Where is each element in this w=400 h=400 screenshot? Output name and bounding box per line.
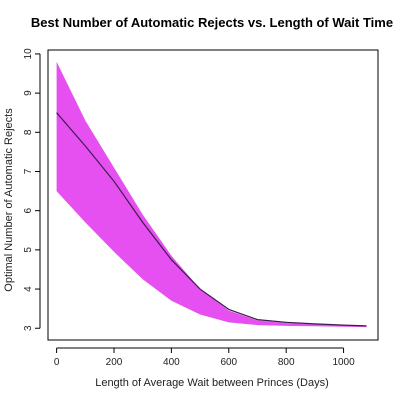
x-tick-label: 600 [220, 357, 237, 368]
y-tick-label: 7 [23, 168, 34, 174]
plot-area [56, 61, 367, 328]
y-tick-label: 6 [23, 207, 34, 213]
y-tick-label: 5 [23, 247, 34, 253]
axes: 0 200 400 600 800 1000 3 4 5 6 7 8 9 10 [23, 48, 379, 368]
chart-title: Best Number of Automatic Rejects vs. Len… [31, 15, 393, 30]
y-axis-label: Optimal Number of Automatic Rejects [3, 108, 15, 292]
x-tick-label: 400 [163, 357, 180, 368]
y-tick-label: 8 [23, 129, 34, 135]
y-tick-label: 3 [23, 325, 34, 331]
mean-line [56, 112, 367, 327]
x-tick-label: 0 [54, 357, 60, 368]
plot-frame [47, 49, 379, 341]
y-tick-label: 4 [23, 286, 34, 292]
x-tick-label: 800 [278, 357, 295, 368]
x-tick-label: 200 [106, 357, 123, 368]
confidence-band [56, 61, 367, 328]
y-tick-label: 9 [23, 90, 34, 96]
x-tick-label: 1000 [332, 357, 355, 368]
x-axis-label: Length of Average Wait between Princes (… [95, 377, 329, 389]
y-tick-label: 10 [23, 48, 34, 60]
